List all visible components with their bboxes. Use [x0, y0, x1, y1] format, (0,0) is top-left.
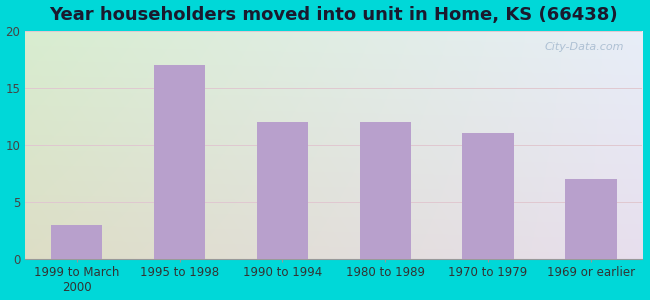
Title: Year householders moved into unit in Home, KS (66438): Year householders moved into unit in Hom… — [49, 6, 618, 24]
Bar — [51, 225, 103, 259]
Text: City-Data.com: City-Data.com — [544, 42, 624, 52]
Bar — [154, 65, 205, 259]
Bar — [359, 122, 411, 259]
Bar — [462, 133, 514, 259]
Bar — [566, 179, 617, 259]
Bar — [257, 122, 308, 259]
